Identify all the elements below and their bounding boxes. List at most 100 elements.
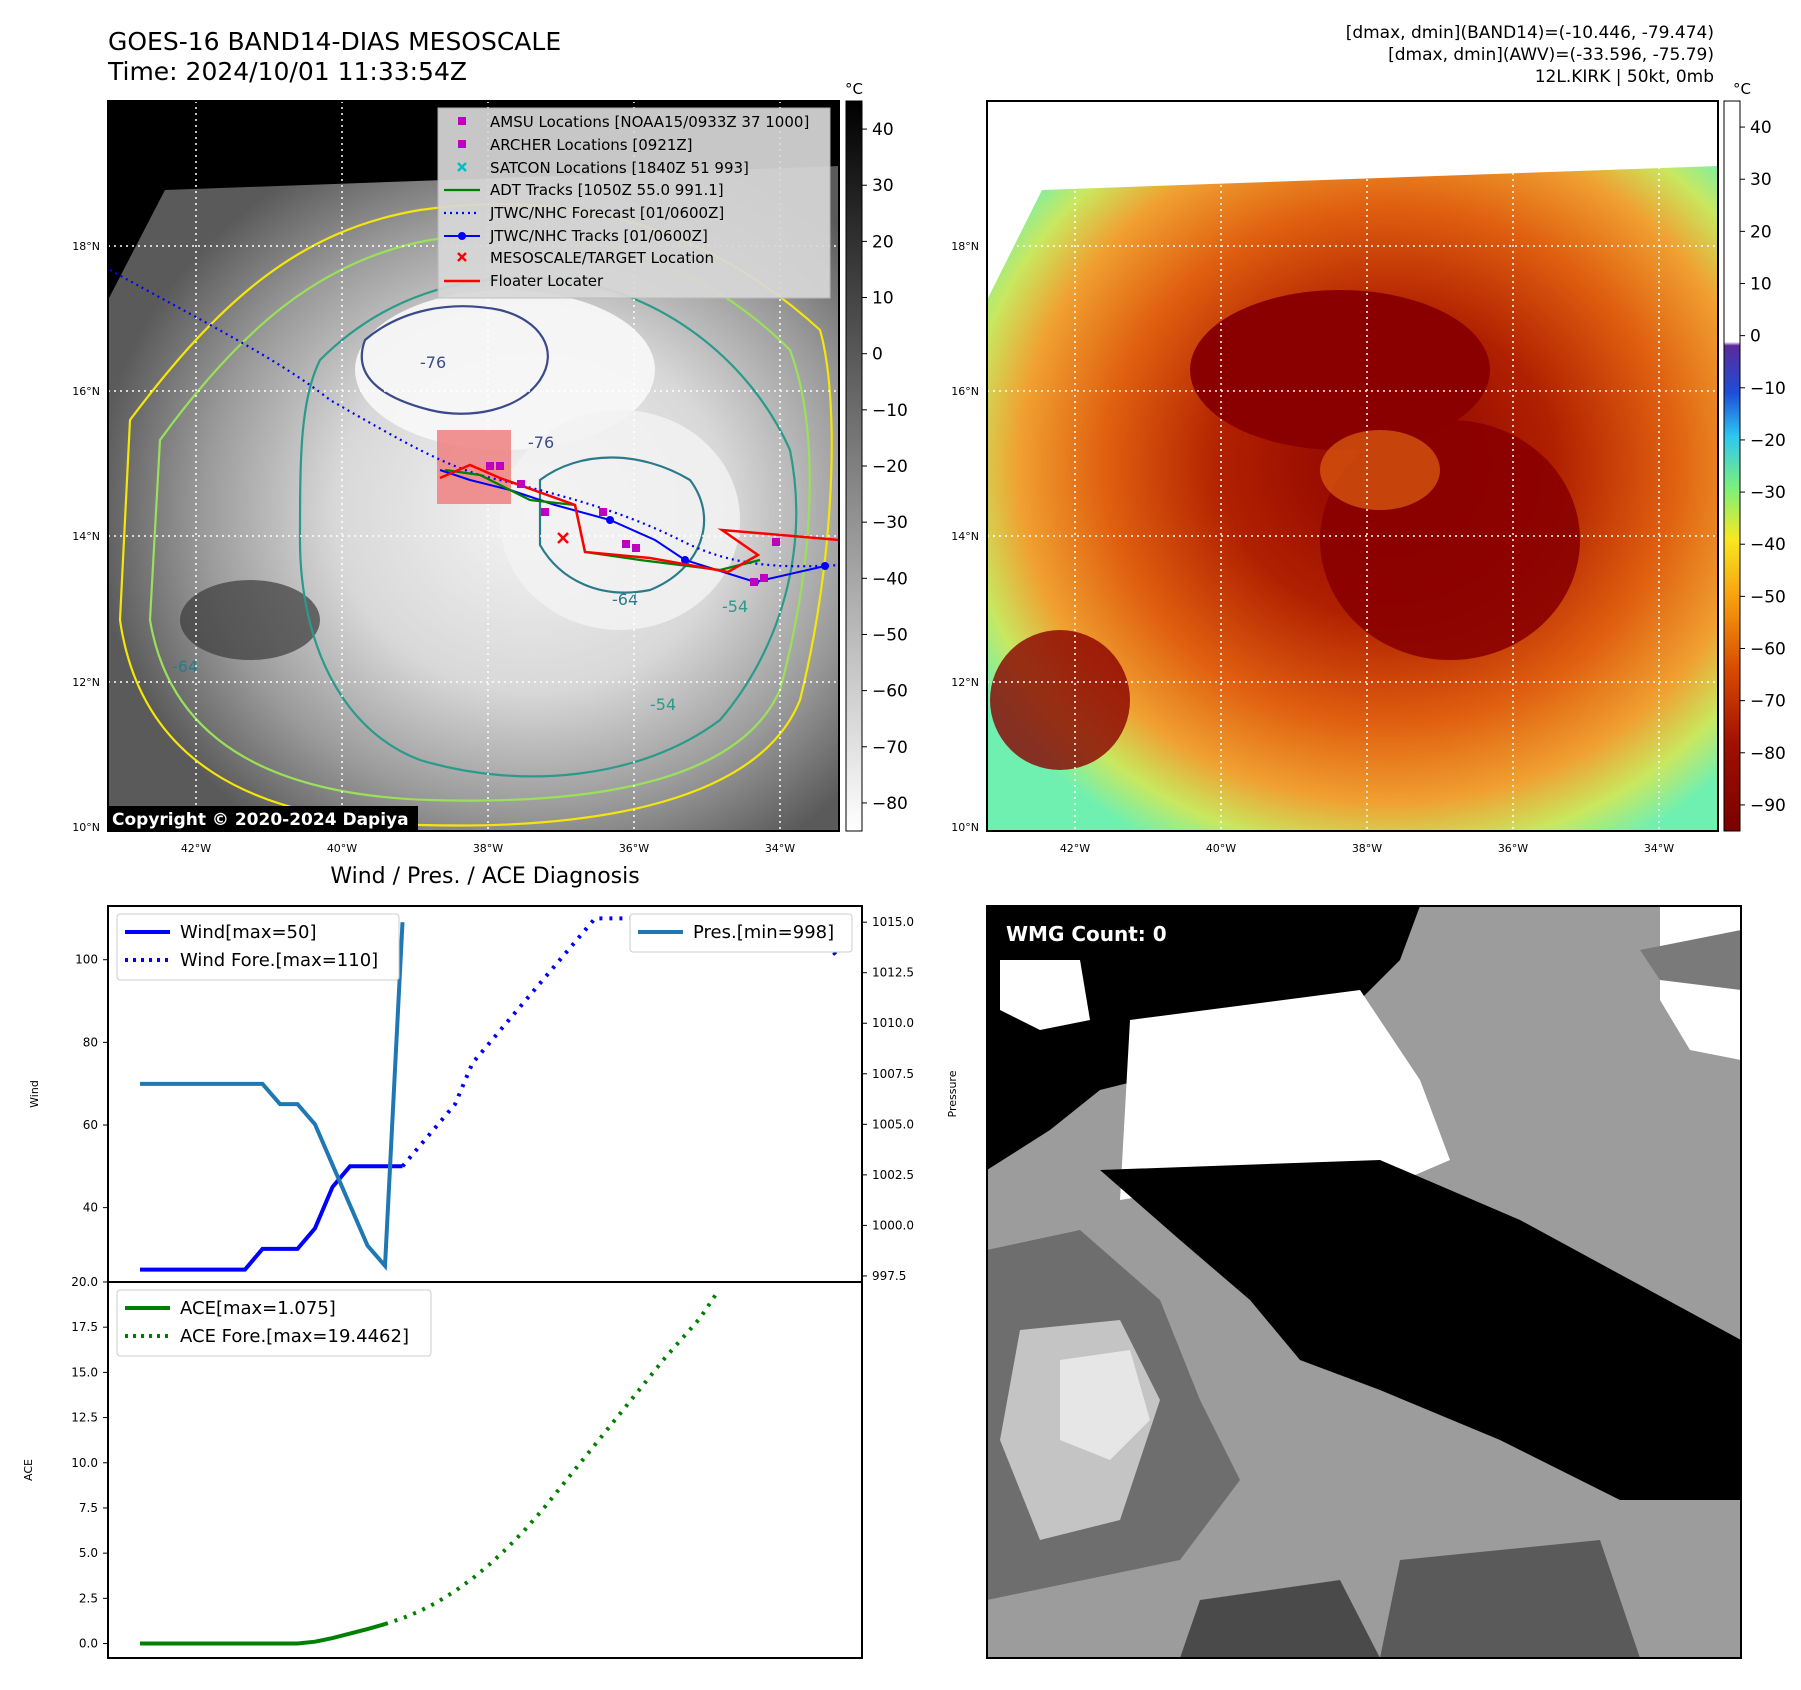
ace-ylabel: ACE (22, 1459, 35, 1481)
pressure-ytick-label: 1000.0 (872, 1218, 914, 1232)
map2-lat-label: 18°N (951, 240, 979, 253)
ace-ytick-label: 10.0 (71, 1456, 98, 1470)
copyright-box (108, 806, 418, 831)
map1-lon-label: 42°W (181, 842, 211, 855)
awv-map-panel: 18°N 16°N 14°N 12°N 10°N 42°W 40°W 38°W … (951, 100, 1719, 855)
ace-ytick-label: 17.5 (71, 1320, 98, 1334)
ace-ytick-label: 2.5 (79, 1591, 98, 1605)
colorbar-tick-label: 10 (872, 289, 894, 309)
map1-lon-label: 34°W (765, 842, 795, 855)
colorbar-tick-label: −30 (1750, 483, 1786, 503)
pressure-ytick-label: 997.5 (872, 1269, 906, 1283)
ace-ytick-label: 20.0 (71, 1275, 98, 1289)
pressure-ytick-label: 1010.0 (872, 1016, 914, 1030)
ace-chart: ACE 0.0 2.5 5.0 7.5 10.0 12.5 15.0 17.5 20.0 ACE… (22, 1275, 863, 1659)
colorbar-tick-label: −40 (1750, 535, 1786, 555)
legend-archer: ARCHER Locations [0921Z] (490, 136, 693, 154)
legend-satcon: SATCON Locations [1840Z 51 993] (490, 159, 749, 177)
colorbar-tick-label: −10 (872, 401, 908, 421)
map1-lon-label: 38°W (473, 842, 503, 855)
colorbar-tick-label: −60 (872, 682, 908, 702)
colorbar-tick-label: −10 (1750, 379, 1786, 399)
map-legend-box (437, 107, 831, 299)
wind-series-line (140, 1164, 403, 1272)
pressure-legend (629, 913, 853, 953)
ir-colorbar: °C 40 30 20 10 0 −10 −20 −30 −40 −50 −60 −70 −80 (845, 80, 908, 832)
wind-ylabel: Wind (28, 1080, 41, 1108)
ace-ytick-label: 7.5 (79, 1501, 98, 1515)
colorbar-tick-label: −20 (872, 457, 908, 477)
wind-legend (116, 913, 400, 981)
map2-lat-label: 12°N (951, 676, 979, 689)
map2-lat-label: 14°N (951, 530, 979, 543)
wind-ytick-label: 100 (75, 953, 98, 967)
ace-ytick-label: 5.0 (79, 1546, 98, 1560)
legend-adt: ADT Tracks [1050Z 55.0 991.1] (490, 181, 724, 199)
pressure-ytick-label: 1005.0 (872, 1117, 914, 1131)
pressure-ytick-label: 1012.5 (872, 966, 914, 980)
colorbar-tick-label: 30 (872, 176, 894, 196)
colorbar1-unit: °C (845, 80, 863, 98)
pressure-series-line (140, 922, 405, 1271)
colorbar-tick-label: −70 (1750, 692, 1786, 712)
pressure-ylabel: Pressure (946, 1070, 959, 1117)
map1-lat-label: 14°N (72, 530, 100, 543)
stats-line3: 12L.KIRK | 50kt, 0mb (1535, 67, 1714, 87)
map1-lon-label: 40°W (327, 842, 357, 855)
colorbar-tick-label: −30 (872, 513, 908, 533)
contour-label-2: -76 (528, 433, 554, 452)
map2-lon-label: 42°W (1060, 842, 1090, 855)
map1-lat-label: 16°N (72, 385, 100, 398)
colorbar-tick-label: −50 (1750, 587, 1786, 607)
colorbar-tick-label: −70 (872, 738, 908, 758)
copyright-text: Copyright © 2020-2024 Dapiya (112, 810, 409, 830)
colorbar-tick-label: 0 (872, 345, 883, 365)
legend-wind-fore: Wind Fore.[max=110] (180, 950, 378, 971)
colorbar-tick-label: −50 (872, 625, 908, 645)
diagnosis-title: Wind / Pres. / ACE Diagnosis (330, 864, 639, 889)
colorbar-tick-label: 0 (1750, 327, 1761, 347)
legend-pressure: Pres.[min=998] (693, 922, 834, 943)
colorbar-tick-label: −60 (1750, 640, 1786, 660)
colorbar-tick-label: 20 (1750, 222, 1772, 242)
contour-label-4: -54 (650, 695, 676, 714)
colorbar-tick-label: −90 (1750, 796, 1786, 816)
ace-ytick-label: 15.0 (71, 1365, 98, 1379)
map2-lat-label: 16°N (951, 385, 979, 398)
wind-pressure-chart: Wind Pressure 40 60 80 100 1015.0 1012.5 1010… (28, 905, 959, 1283)
pressure-ytick-label: 1007.5 (872, 1067, 914, 1081)
colorbar-tick-label: 40 (1750, 118, 1772, 138)
stats-line2: [dmax, dmin](AWV)=(-33.596, -75.79) (1388, 45, 1714, 65)
forecast-track (109, 269, 840, 568)
ir-map-panel: -76 -76 -64 -54 -64 -54 (72, 100, 840, 855)
floater-locator (439, 463, 840, 574)
colorbar-tick-label: 40 (872, 120, 894, 140)
colorbar-tick-label: −80 (872, 794, 908, 814)
wmg-count: WMG Count: 0 (1006, 922, 1167, 946)
legend-ace-fore: ACE Fore.[max=19.4462] (180, 1326, 409, 1347)
ace-series-line (140, 1622, 386, 1646)
map1-lat-label: 10°N (72, 821, 100, 834)
colorbar-tick-label: 10 (1750, 275, 1772, 295)
contour-label-3: -64 (172, 657, 198, 676)
wind-ytick-label: 80 (83, 1035, 98, 1049)
stats-line1: [dmax, dmin](BAND14)=(-10.446, -79.474) (1346, 23, 1714, 43)
colorbar2-unit: °C (1733, 80, 1751, 98)
map2-lat-label: 10°N (951, 821, 979, 834)
legend-target: MESOSCALE/TARGET Location (490, 249, 714, 267)
wind-ytick-label: 60 (83, 1118, 98, 1132)
map1-lat-label: 18°N (72, 240, 100, 253)
wind-ytick-label: 40 (83, 1201, 98, 1215)
colorbar-tick-label: −40 (872, 569, 908, 589)
colorbar-tick-label: 20 (872, 232, 894, 252)
wmg-panel: WMG Count: 0 (986, 905, 1742, 1659)
legend-forecast: JTWC/NHC Forecast [01/0600Z] (489, 204, 724, 222)
legend-track: JTWC/NHC Tracks [01/0600Z] (489, 227, 708, 245)
colorbar-tick-label: −20 (1750, 431, 1786, 451)
legend-amsu: AMSU Locations [NOAA15/0933Z 37 1000] (490, 113, 809, 131)
wind-forecast-line (400, 916, 842, 1168)
pressure-ytick-label: 1015.0 (872, 915, 914, 929)
map1-lat-label: 12°N (72, 676, 100, 689)
figure-title-line2: Time: 2024/10/01 11:33:54Z (107, 57, 467, 86)
ace-legend (116, 1289, 432, 1357)
